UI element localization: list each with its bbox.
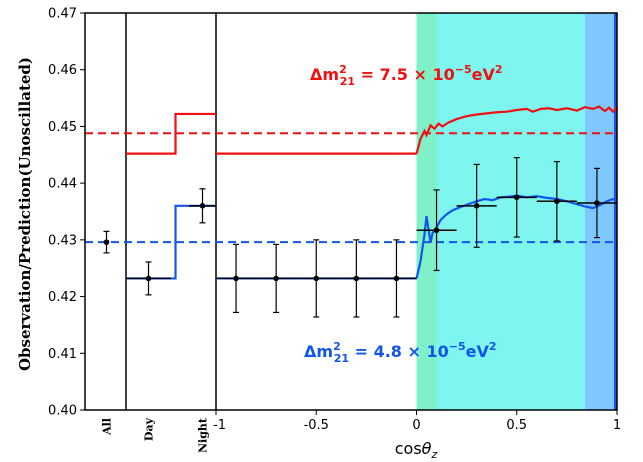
y-tick-label: 0.41 (48, 347, 77, 362)
y-axis-label: Observation/Prediction(Unoscillated) (16, 57, 34, 371)
data-point-2 (189, 188, 216, 224)
y-tick-label: 0.45 (48, 120, 77, 135)
x-axis-label: cosθz (395, 439, 438, 461)
category-label-day: Day (143, 417, 156, 441)
data-point-8 (416, 189, 457, 272)
band-0 (416, 13, 437, 410)
y-tick-label: 0.47 (48, 7, 77, 22)
y-tick-label: 0.43 (48, 233, 77, 248)
series-1-curve (415, 194, 618, 279)
data-point-12 (576, 167, 617, 239)
panel-dividers (125, 13, 217, 410)
data-point-0 (103, 230, 110, 254)
point-marker (513, 194, 520, 201)
data-point-10 (496, 157, 537, 238)
point-marker (353, 275, 360, 282)
band-3 (613, 13, 617, 410)
point-marker (273, 275, 279, 282)
plot-frame (84, 12, 618, 411)
red-curve-label: Δm2 21 = 7.5 × 10−5eV2 (310, 63, 503, 88)
point-marker (433, 227, 440, 234)
x-tick-label: -1 (213, 418, 226, 433)
y-tick-label: 0.46 (48, 63, 77, 78)
point-marker (393, 275, 400, 282)
x-tick-label: 0.5 (506, 418, 527, 433)
point-marker (199, 203, 206, 209)
x-tick-label: 0 (412, 418, 420, 433)
category-label-night: Night (197, 417, 210, 453)
point-marker (554, 198, 560, 205)
data-point-1 (126, 261, 171, 296)
y-tick-label: 0.44 (48, 177, 77, 192)
data-point-4 (256, 243, 297, 314)
data-point-7 (376, 239, 417, 318)
point-marker (594, 200, 600, 206)
axes: 0.40 0.41 0.42 0.43 0.44 0.45 0.46 0.47 -1 -0.5 0 0… (48, 7, 621, 454)
band-2 (584, 13, 614, 410)
point-marker (103, 239, 110, 245)
series-0-curve (415, 105, 618, 154)
category-label-all: All (101, 418, 114, 436)
y-tick-label: 0.40 (48, 404, 77, 419)
data-points (103, 157, 617, 318)
data-point-3 (216, 243, 257, 314)
x-tick-label: -0.5 (304, 418, 329, 433)
data-point-5 (296, 239, 337, 318)
point-marker (145, 275, 152, 282)
reference-lines (85, 132, 617, 244)
point-marker (313, 275, 320, 282)
point-marker (473, 203, 480, 209)
series-0-daynight-step (126, 112, 216, 155)
data-point-6 (336, 239, 377, 318)
blue-curve-label: Δm2 21 = 4.8 × 10−5eV2 (304, 340, 497, 365)
data-point-11 (536, 160, 577, 242)
point-marker (233, 275, 239, 282)
band-1 (436, 13, 585, 410)
data-point-9 (456, 163, 497, 248)
x-tick-label: 1 (613, 418, 621, 433)
y-tick-label: 0.42 (48, 290, 77, 305)
background-bands (416, 13, 617, 410)
